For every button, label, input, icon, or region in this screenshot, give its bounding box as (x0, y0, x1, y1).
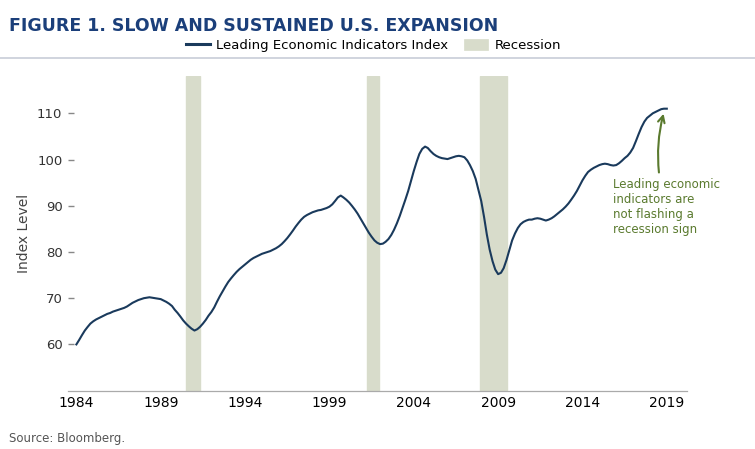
Text: Leading economic
indicators are
not flashing a
recession sign: Leading economic indicators are not flas… (613, 116, 720, 236)
Text: FIGURE 1. SLOW AND SUSTAINED U.S. EXPANSION: FIGURE 1. SLOW AND SUSTAINED U.S. EXPANS… (9, 17, 498, 35)
Bar (368, 76, 379, 391)
Bar (480, 76, 507, 391)
Y-axis label: Index Level: Index Level (17, 194, 32, 273)
Bar (186, 76, 199, 391)
Legend: Leading Economic Indicators Index, Recession: Leading Economic Indicators Index, Reces… (186, 39, 561, 52)
Text: Source: Bloomberg.: Source: Bloomberg. (9, 431, 125, 445)
